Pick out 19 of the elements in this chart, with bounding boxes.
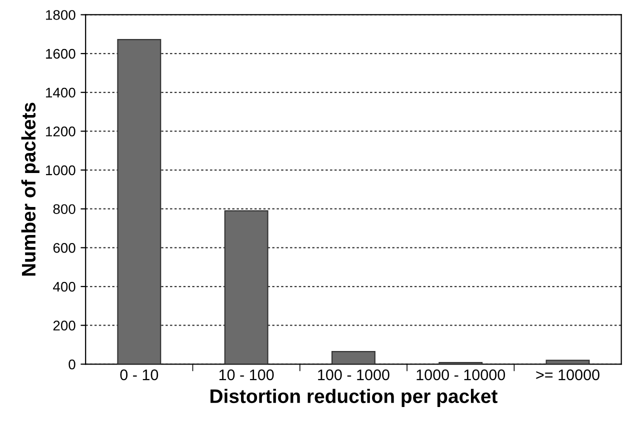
y-tick-label: 1200 xyxy=(46,126,76,136)
y-axis-title: Number of packets xyxy=(21,102,40,276)
x-tick-label: 0 - 10 xyxy=(120,369,158,380)
y-tick-label: 0 xyxy=(68,360,76,370)
x-tick-label: 100 - 1000 xyxy=(318,369,390,380)
y-tick-label: 800 xyxy=(53,204,76,214)
y-tick-label: 600 xyxy=(53,243,76,253)
y-tick-label: 200 xyxy=(53,320,76,331)
y-tick-label: 1600 xyxy=(46,48,76,59)
x-tick-label: >= 10000 xyxy=(536,369,600,380)
x-tick-label: 10 - 100 xyxy=(219,369,274,380)
x-tick-label: 1000 - 10000 xyxy=(416,369,506,380)
y-tick-label: 1000 xyxy=(46,165,76,176)
x-axis-title: Distortion reduction per packet xyxy=(210,388,498,407)
bar xyxy=(546,360,590,364)
bar xyxy=(331,350,376,364)
y-tick-label: 1400 xyxy=(46,88,76,98)
y-tick-label: 1800 xyxy=(46,10,76,20)
y-tick-label: 400 xyxy=(53,282,76,292)
